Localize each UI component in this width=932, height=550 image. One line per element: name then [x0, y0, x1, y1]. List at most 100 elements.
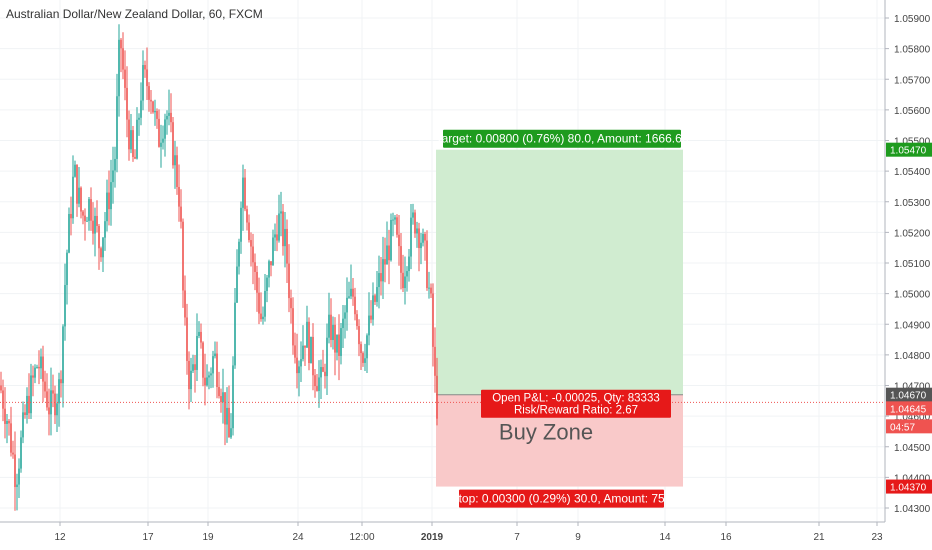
candle-body	[396, 217, 398, 235]
open-pnl-label: Open P&L: -0.00025, Qty: 83333	[492, 393, 660, 405]
candle-body	[130, 130, 132, 150]
candle-body	[150, 99, 152, 102]
candle-body	[144, 65, 146, 70]
candle-body	[30, 375, 32, 414]
candle-body	[420, 242, 422, 249]
candle-body	[176, 155, 178, 188]
candle-body	[184, 290, 186, 318]
candle-body	[192, 364, 194, 371]
price-axis[interactable]: 1.04300 1.04400 1.04500 1.04600 1.04700 1.048…	[884, 0, 932, 550]
candle-body	[428, 287, 430, 289]
candle-body	[206, 377, 208, 386]
candle-body	[114, 158, 116, 171]
candle-body	[178, 187, 180, 207]
profit-zone[interactable]	[436, 149, 683, 395]
candle-body	[382, 259, 384, 282]
candle-body	[146, 69, 148, 87]
candle-body	[28, 395, 30, 414]
candle-body	[76, 164, 78, 204]
candle-body	[306, 321, 308, 348]
time-tick-label: 14	[659, 532, 671, 543]
target-price-marker	[886, 142, 932, 157]
candle-body	[322, 367, 324, 372]
candle-body	[248, 222, 250, 241]
candle-body	[366, 335, 368, 359]
candle-body	[202, 342, 204, 378]
candle-body	[46, 391, 48, 408]
candle-body	[312, 336, 314, 376]
candle-body	[278, 213, 280, 241]
candle-body	[234, 302, 236, 366]
price-tick-label: 1.05100	[894, 259, 931, 270]
candle-body	[90, 199, 92, 221]
candle-body	[100, 248, 102, 258]
candle-body	[406, 271, 408, 277]
candle-body	[182, 221, 184, 291]
price-tick-label: 1.05900	[894, 14, 931, 25]
candle-body	[44, 381, 46, 392]
candle-body	[360, 344, 362, 354]
candle-body	[326, 337, 328, 377]
time-tick-label: 12:00	[349, 532, 374, 543]
candle-body	[180, 206, 182, 222]
candle-body	[22, 412, 24, 438]
candle-body	[224, 392, 226, 425]
candle-body	[318, 377, 320, 391]
candle-body	[226, 407, 228, 425]
candle-body	[134, 156, 136, 159]
candle-body	[66, 252, 68, 286]
stop-price-text: 1.04370	[890, 483, 927, 494]
candle-body	[94, 215, 96, 234]
candle-body	[48, 407, 50, 415]
candle-body	[242, 177, 244, 208]
target-label: Target: 0.00800 (0.76%) 80.0, Amount: 16…	[436, 132, 689, 146]
candle-body	[404, 276, 406, 289]
candle-body	[140, 100, 142, 118]
candle-body	[82, 211, 84, 216]
candle-body	[292, 308, 294, 346]
candle-body	[64, 285, 66, 327]
candle-body	[368, 315, 370, 336]
candle-body	[274, 234, 276, 238]
candle-body	[168, 112, 170, 116]
candle-body	[400, 246, 402, 273]
pnl-label-box	[481, 389, 671, 418]
candle-body	[38, 366, 40, 369]
time-axis[interactable]: 12 17 19 24 12:00 2019 7 9 14 16 21 23	[0, 521, 885, 543]
candle-body	[62, 326, 64, 384]
candle-body	[78, 187, 80, 204]
candle-body	[8, 420, 10, 424]
candle-body	[218, 387, 220, 397]
candle-body	[430, 287, 432, 294]
candle-body	[52, 390, 54, 394]
price-axis-markers: 1.05470 1.04670 1.04645 04:57 1.04370	[886, 142, 932, 494]
candle-body	[402, 272, 404, 289]
candle-body	[222, 392, 224, 403]
stop-label-box	[459, 489, 664, 508]
candle-body	[270, 261, 272, 266]
candle-body	[258, 292, 260, 314]
candle-body	[398, 234, 400, 247]
candle-body	[198, 331, 200, 336]
candle-body	[256, 271, 258, 293]
candle-body	[42, 356, 44, 382]
candle-body	[40, 356, 42, 369]
candle-body	[250, 240, 252, 247]
candle-body	[118, 39, 120, 97]
buy-zone-label: Buy Zone	[499, 420, 593, 445]
price-tick-label: 1.04400	[894, 473, 931, 484]
candle-body	[0, 385, 2, 391]
position-tool-labels[interactable]: Target: 0.00800 (0.76%) 80.0, Amount: 16…	[436, 129, 689, 508]
candle-body	[216, 353, 218, 388]
candle-body	[92, 220, 94, 234]
candle-body	[350, 288, 352, 297]
candle-body	[308, 321, 310, 364]
price-tick-label: 1.04300	[894, 504, 931, 515]
candle-body	[332, 324, 334, 341]
candle-body	[284, 228, 286, 247]
price-axis-background	[885, 0, 932, 550]
candle-body	[340, 328, 342, 356]
candle-body	[18, 468, 20, 485]
position-zones[interactable]	[436, 149, 683, 487]
